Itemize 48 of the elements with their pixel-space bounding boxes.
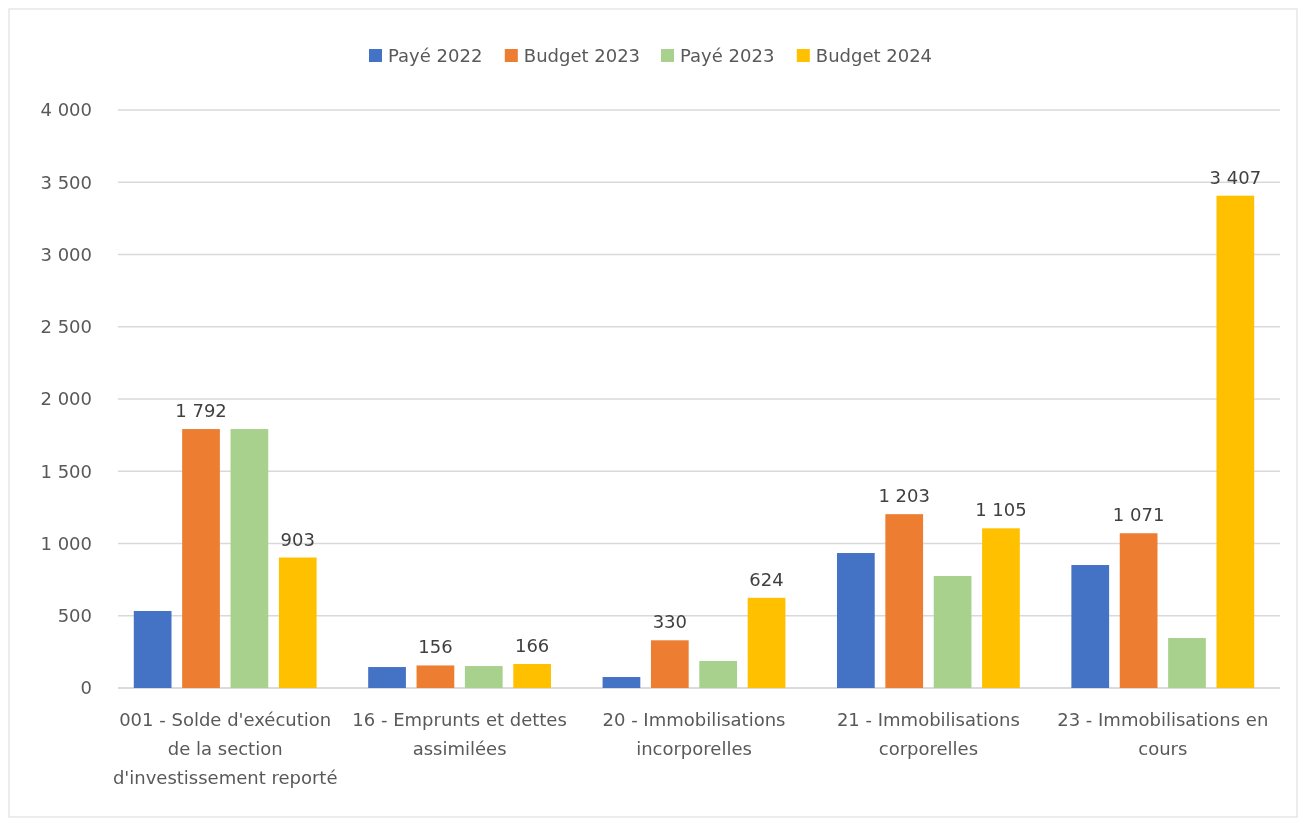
- legend-label: Payé 2022: [388, 45, 483, 67]
- y-tick-label: 3 500: [40, 171, 92, 193]
- y-tick-label: 1 500: [40, 460, 92, 482]
- data-label: 1 203: [878, 485, 930, 507]
- bar: [278, 557, 317, 688]
- bar: [650, 640, 689, 688]
- data-label: 1 792: [175, 400, 227, 422]
- bar: [368, 667, 406, 688]
- bar: [230, 429, 269, 688]
- bar: [933, 576, 972, 688]
- data-label: 166: [514, 635, 550, 657]
- bar: [885, 514, 924, 688]
- y-tick-label: 500: [57, 605, 92, 627]
- legend-label: Budget 2024: [815, 45, 933, 67]
- bar: [133, 610, 172, 688]
- y-tick-label: 1 000: [40, 532, 92, 554]
- data-label: 330: [652, 611, 687, 633]
- bar: [982, 528, 1020, 688]
- data-label: 3 407: [1209, 166, 1262, 188]
- bar: [1071, 565, 1110, 688]
- bar: [1119, 533, 1158, 688]
- bar: [836, 553, 875, 688]
- bar: [1168, 638, 1206, 688]
- x-tick-label: 16 - Emprunts et dettes assimilées: [352, 709, 567, 759]
- legend-label: Payé 2023: [680, 45, 775, 67]
- bar: [464, 666, 503, 688]
- bar: [602, 677, 641, 688]
- bar: [416, 665, 455, 688]
- bar: [513, 664, 552, 688]
- bar: [182, 429, 220, 688]
- data-label: 624: [749, 568, 784, 590]
- data-label: 1 071: [1112, 504, 1165, 526]
- legend-label: Budget 2023: [523, 45, 641, 67]
- x-tick-label: 21 - Immobilisations corporelles: [836, 709, 1020, 759]
- y-tick-label: 3 000: [40, 243, 92, 265]
- bar: [699, 660, 738, 688]
- y-tick-label: 2 500: [40, 316, 92, 338]
- data-label: 903: [280, 528, 315, 550]
- y-tick-label: 0: [80, 677, 92, 699]
- x-tick-label: 20 - Immobilisations incorporelles: [602, 709, 786, 759]
- data-label: 156: [418, 636, 453, 658]
- bar: [747, 597, 786, 688]
- data-label: 1 105: [975, 499, 1027, 521]
- x-tick-label: 23 - Immobilisations en cours: [1057, 709, 1269, 759]
- y-tick-label: 2 000: [40, 388, 92, 410]
- bar: [1216, 195, 1255, 688]
- y-tick-label: 4 000: [40, 99, 92, 121]
- x-tick-label: 001 - Solde d'exécution de la section d'investissement reporté: [112, 709, 338, 788]
